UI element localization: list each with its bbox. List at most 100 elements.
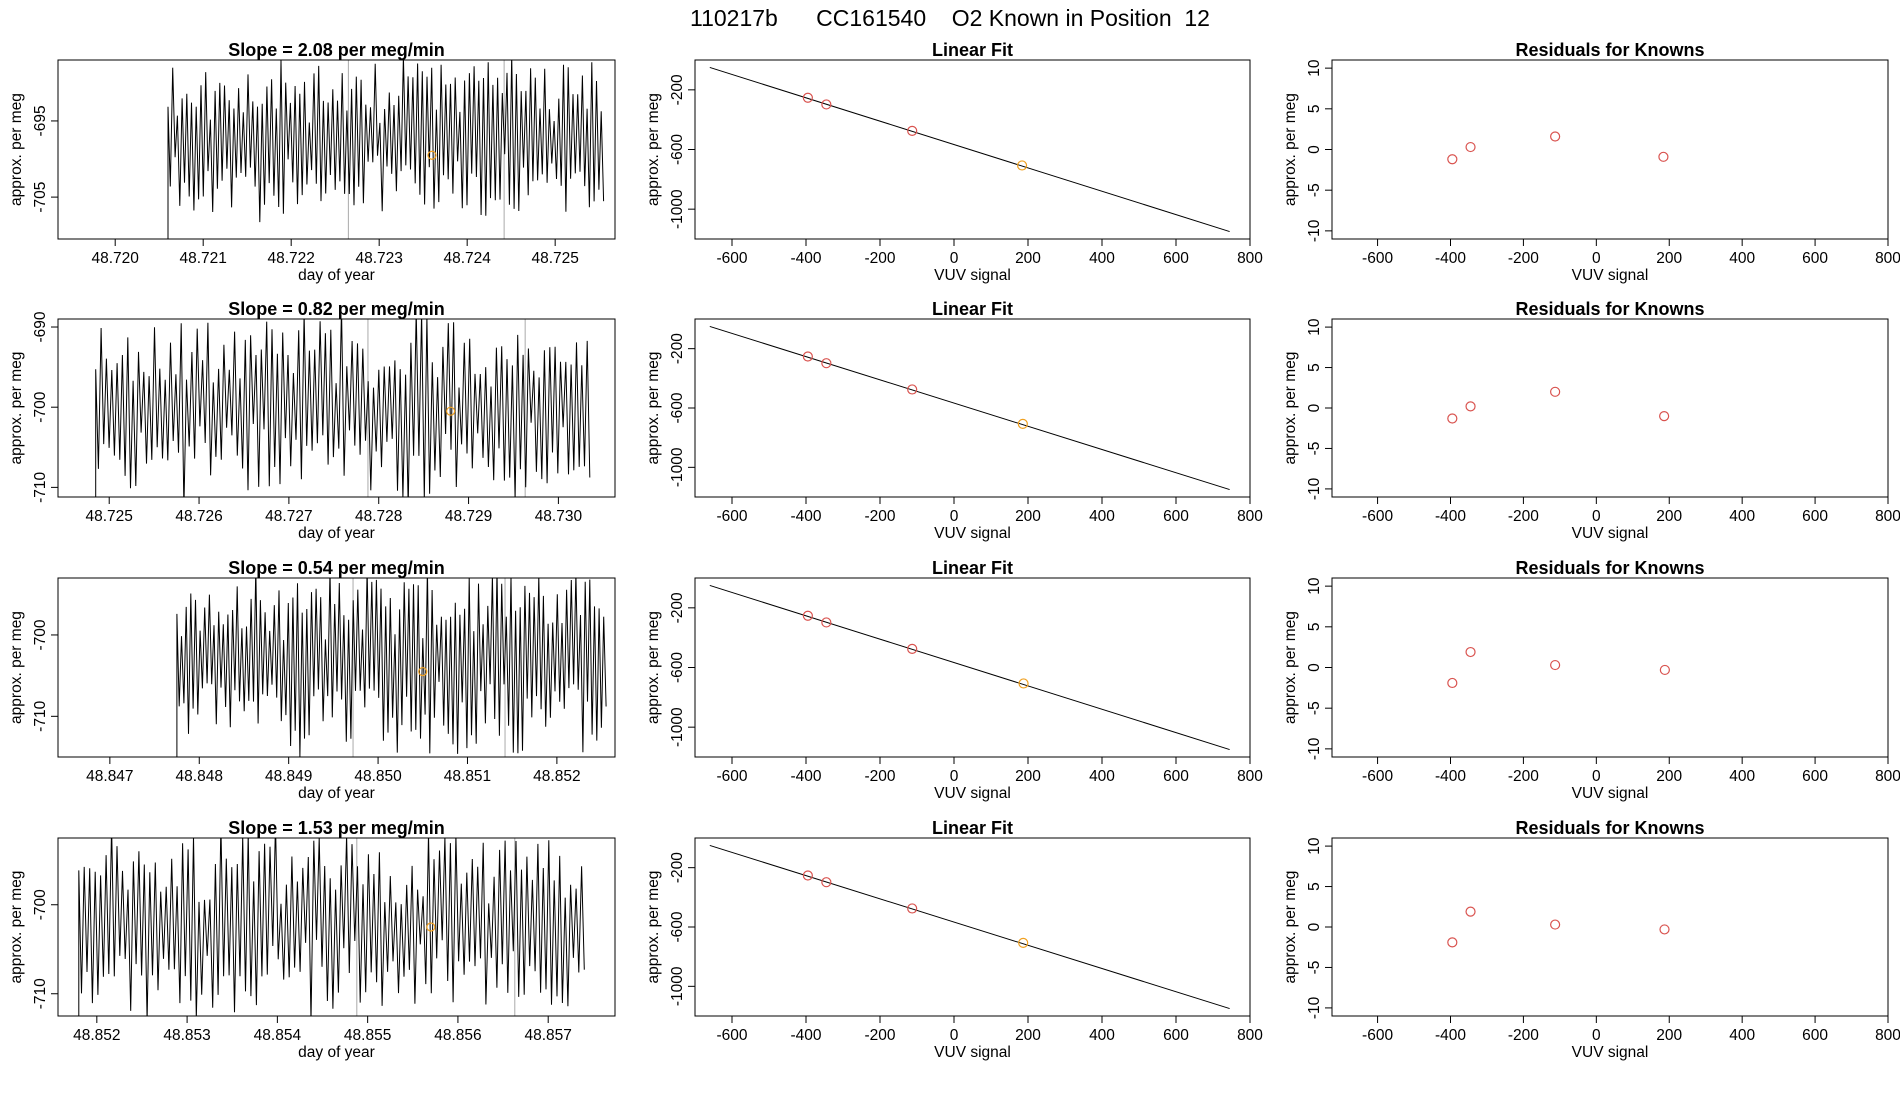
x-tick-label: 48.857 bbox=[524, 1027, 571, 1044]
plot-area bbox=[709, 66, 1230, 233]
x-tick-label: 400 bbox=[1729, 768, 1755, 785]
known-marker-point bbox=[445, 406, 456, 416]
data-point bbox=[1465, 401, 1476, 412]
x-tick-label: 48.724 bbox=[443, 250, 491, 267]
x-tick-label: 48.849 bbox=[265, 768, 312, 785]
panels-group: Slope = 2.08 per meg/min 48.720 48.721 48.7… bbox=[8, 40, 1900, 1061]
x-axis-label: VUV signal bbox=[1572, 525, 1649, 542]
data-point bbox=[1658, 151, 1669, 162]
y-axis-label: approx. per meg bbox=[1282, 871, 1299, 984]
x-tick-label: 48.848 bbox=[176, 768, 223, 785]
plot-area bbox=[78, 838, 585, 1016]
x-tick-label: 48.721 bbox=[179, 250, 226, 267]
x-tick-label: 48.727 bbox=[265, 508, 312, 525]
data-point bbox=[802, 610, 813, 621]
data-point bbox=[821, 99, 832, 110]
x-axis-label: day of year bbox=[298, 785, 375, 802]
x-tick-label: -600 bbox=[1362, 508, 1393, 525]
x-tick-label: -400 bbox=[790, 768, 821, 785]
y-tick-label: 10 bbox=[1306, 318, 1323, 336]
y-axis-label: approx. per meg bbox=[645, 93, 662, 206]
fit-line bbox=[709, 66, 1230, 233]
x-axis-label: day of year bbox=[298, 1044, 375, 1061]
y-tick-label: 0 bbox=[1306, 145, 1323, 154]
x-tick-label: -600 bbox=[716, 508, 747, 525]
x-tick-label: 48.725 bbox=[531, 250, 578, 267]
x-tick-label: 800 bbox=[1875, 1027, 1900, 1044]
data-point bbox=[1550, 386, 1561, 397]
x-tick-label: 800 bbox=[1237, 250, 1263, 267]
panel-title: Linear Fit bbox=[932, 558, 1013, 578]
signal-line bbox=[78, 838, 585, 1016]
x-axis-label: VUV signal bbox=[934, 1044, 1011, 1061]
x-tick-label: 48.852 bbox=[533, 768, 580, 785]
x-tick-label: -400 bbox=[790, 508, 821, 525]
x-tick-label: -600 bbox=[1362, 1027, 1393, 1044]
plot-area bbox=[1447, 386, 1670, 424]
data-point bbox=[907, 643, 918, 654]
y-axis-label: approx. per meg bbox=[8, 93, 25, 206]
plot-area bbox=[1447, 131, 1669, 165]
panel-2-1: Linear Fit -600 -400 -200 0 200 400 600 800 -200 -… bbox=[645, 558, 1263, 802]
plot-frame bbox=[694, 837, 1251, 1017]
known-point bbox=[1018, 678, 1029, 689]
x-tick-label: -200 bbox=[1508, 768, 1539, 785]
panel-2-2: Residuals for Knowns -600 -400 -200 0 200 400 6… bbox=[1282, 558, 1900, 802]
plot-area bbox=[1447, 906, 1670, 948]
x-axis-label: VUV signal bbox=[1572, 267, 1649, 284]
x-tick-label: -400 bbox=[1435, 508, 1466, 525]
y-axis-label: approx. per meg bbox=[645, 611, 662, 724]
y-axis-label: approx. per meg bbox=[645, 352, 662, 465]
y-tick-label: -5 bbox=[1306, 183, 1323, 197]
x-tick-label: 0 bbox=[1592, 508, 1601, 525]
y-tick-label: -10 bbox=[1306, 219, 1323, 242]
panel-3-0: Slope = 1.53 per meg/min 48.852 48.853 48.8… bbox=[8, 818, 616, 1061]
figure-title: 110217b CC161540 O2 Known in Position 12 bbox=[690, 5, 1210, 31]
x-tick-label: -200 bbox=[1508, 1027, 1539, 1044]
fit-line bbox=[709, 584, 1230, 751]
y-tick-label: -1000 bbox=[669, 707, 686, 747]
data-point bbox=[1447, 677, 1458, 689]
y-tick-label: 10 bbox=[1306, 837, 1323, 855]
plot-frame bbox=[1331, 577, 1889, 758]
x-tick-label: 800 bbox=[1875, 768, 1900, 785]
data-point bbox=[1659, 664, 1670, 676]
panel-1-0: Slope = 0.82 per meg/min 48.725 48.726 48.7… bbox=[8, 299, 616, 542]
data-point bbox=[802, 351, 813, 362]
x-axis-label: VUV signal bbox=[1572, 785, 1649, 802]
data-point bbox=[1550, 131, 1561, 142]
x-axis-label: day of year bbox=[298, 525, 375, 542]
x-tick-label: 200 bbox=[1015, 1027, 1041, 1044]
x-axis-label: day of year bbox=[298, 267, 375, 284]
y-tick-label: 5 bbox=[1306, 623, 1323, 632]
x-axis-label: VUV signal bbox=[934, 525, 1011, 542]
y-tick-label: -700 bbox=[32, 889, 49, 920]
x-tick-label: 200 bbox=[1656, 768, 1682, 785]
y-tick-label: 0 bbox=[1306, 922, 1323, 931]
y-tick-label: -600 bbox=[669, 911, 686, 942]
plot-area bbox=[167, 60, 605, 239]
y-tick-label: 10 bbox=[1306, 577, 1323, 595]
x-tick-label: 800 bbox=[1237, 508, 1263, 525]
x-tick-label: 200 bbox=[1656, 250, 1682, 267]
x-tick-label: -200 bbox=[864, 250, 895, 267]
y-tick-label: -5 bbox=[1306, 701, 1323, 715]
y-axis-label: approx. per meg bbox=[8, 352, 25, 465]
x-tick-label: 0 bbox=[950, 508, 959, 525]
x-tick-label: 0 bbox=[1592, 768, 1601, 785]
x-tick-label: 48.847 bbox=[86, 768, 133, 785]
y-tick-label: -705 bbox=[32, 182, 49, 213]
panel-title: Linear Fit bbox=[932, 818, 1013, 838]
x-tick-label: -600 bbox=[1362, 768, 1393, 785]
x-tick-label: 600 bbox=[1163, 508, 1189, 525]
x-tick-label: -200 bbox=[1508, 250, 1539, 267]
data-point bbox=[821, 358, 832, 369]
x-tick-label: -400 bbox=[790, 1027, 821, 1044]
known-marker-point bbox=[418, 666, 428, 677]
plot-frame bbox=[57, 59, 616, 240]
plot-area bbox=[709, 325, 1230, 491]
x-axis-label: VUV signal bbox=[1572, 1044, 1649, 1061]
y-axis-label: approx. per meg bbox=[8, 611, 25, 724]
x-tick-label: -200 bbox=[1508, 508, 1539, 525]
y-tick-label: -710 bbox=[32, 978, 49, 1009]
